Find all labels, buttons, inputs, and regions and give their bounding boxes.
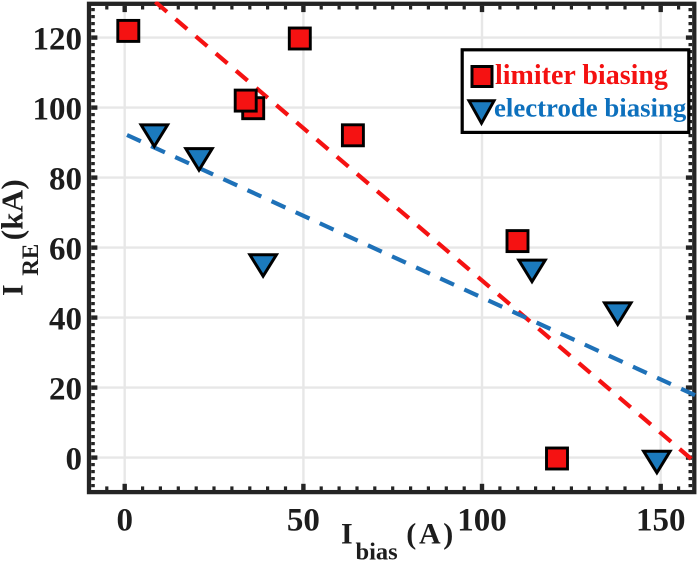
svg-text:40: 40 [49,301,82,337]
svg-text:0: 0 [66,441,83,477]
svg-text:80: 80 [49,161,82,197]
svg-text:100: 100 [457,503,507,539]
svg-text:120: 120 [33,21,83,57]
svg-text:50: 50 [287,503,320,539]
svg-text:(A): (A) [406,518,453,551]
svg-text:(kA): (kA) [0,179,30,240]
svg-text:0: 0 [116,503,133,539]
svg-text:I: I [341,518,353,551]
svg-text:20: 20 [49,371,82,407]
svg-text:electrode biasing: electrode biasing [494,92,687,122]
svg-text:100: 100 [33,91,83,127]
svg-text:60: 60 [49,231,82,267]
svg-text:bias: bias [356,539,398,561]
svg-text:RE: RE [18,244,43,276]
svg-text:limiter biasing: limiter biasing [495,60,668,91]
svg-text:I: I [0,284,30,296]
svg-text:150: 150 [636,503,686,539]
